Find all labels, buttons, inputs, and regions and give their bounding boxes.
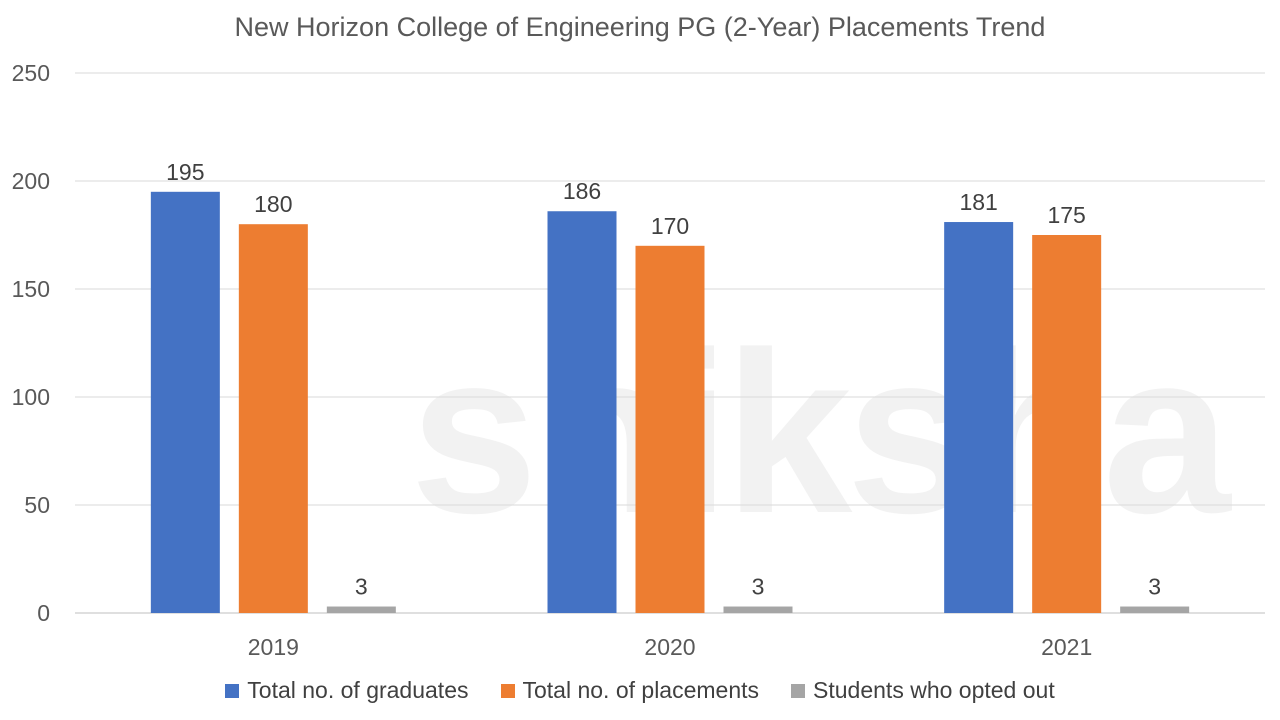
data-label: 3	[752, 574, 765, 600]
legend-swatch	[791, 683, 806, 698]
data-label: 186	[563, 178, 601, 204]
legend: Total no. of graduates Total no. of place…	[0, 677, 1280, 704]
bar	[326, 606, 396, 613]
bar	[723, 606, 793, 613]
data-label: 3	[1148, 574, 1161, 600]
bar	[238, 224, 308, 613]
x-tick-label: 2019	[248, 634, 299, 660]
legend-swatch	[225, 683, 240, 698]
bar	[1120, 606, 1190, 613]
data-label: 175	[1047, 202, 1085, 228]
legend-item: Students who opted out	[791, 677, 1055, 704]
legend-item: Total no. of placements	[500, 677, 760, 704]
y-tick-label: 100	[12, 384, 50, 410]
y-tick-label: 50	[24, 492, 50, 518]
y-tick-label: 200	[12, 168, 50, 194]
data-label: 195	[166, 159, 204, 185]
bar	[944, 222, 1014, 614]
bar	[547, 211, 617, 614]
y-tick-label: 0	[37, 600, 50, 626]
chart-title: New Horizon College of Engineering PG (2…	[234, 12, 1046, 42]
y-tick-label: 250	[12, 60, 50, 86]
data-label: 181	[959, 189, 997, 215]
data-label: 180	[254, 191, 292, 217]
data-label: 3	[355, 574, 368, 600]
data-label: 170	[651, 213, 689, 239]
bar	[150, 191, 220, 614]
bar	[1032, 235, 1102, 613]
legend-swatch	[500, 683, 515, 698]
legend-item: Total no. of graduates	[225, 677, 469, 704]
x-tick-label: 2020	[644, 634, 695, 660]
y-tick-label: 150	[12, 276, 50, 302]
bar	[635, 245, 705, 614]
legend-label: Total no. of graduates	[247, 677, 469, 703]
x-tick-label: 2021	[1041, 634, 1092, 660]
legend-label: Total no. of placements	[522, 677, 760, 703]
legend-label: Students who opted out	[813, 677, 1055, 703]
